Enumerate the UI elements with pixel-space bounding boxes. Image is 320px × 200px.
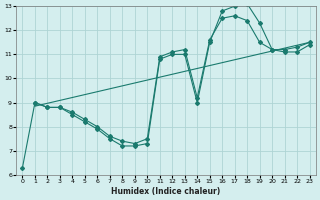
X-axis label: Humidex (Indice chaleur): Humidex (Indice chaleur)	[111, 187, 221, 196]
